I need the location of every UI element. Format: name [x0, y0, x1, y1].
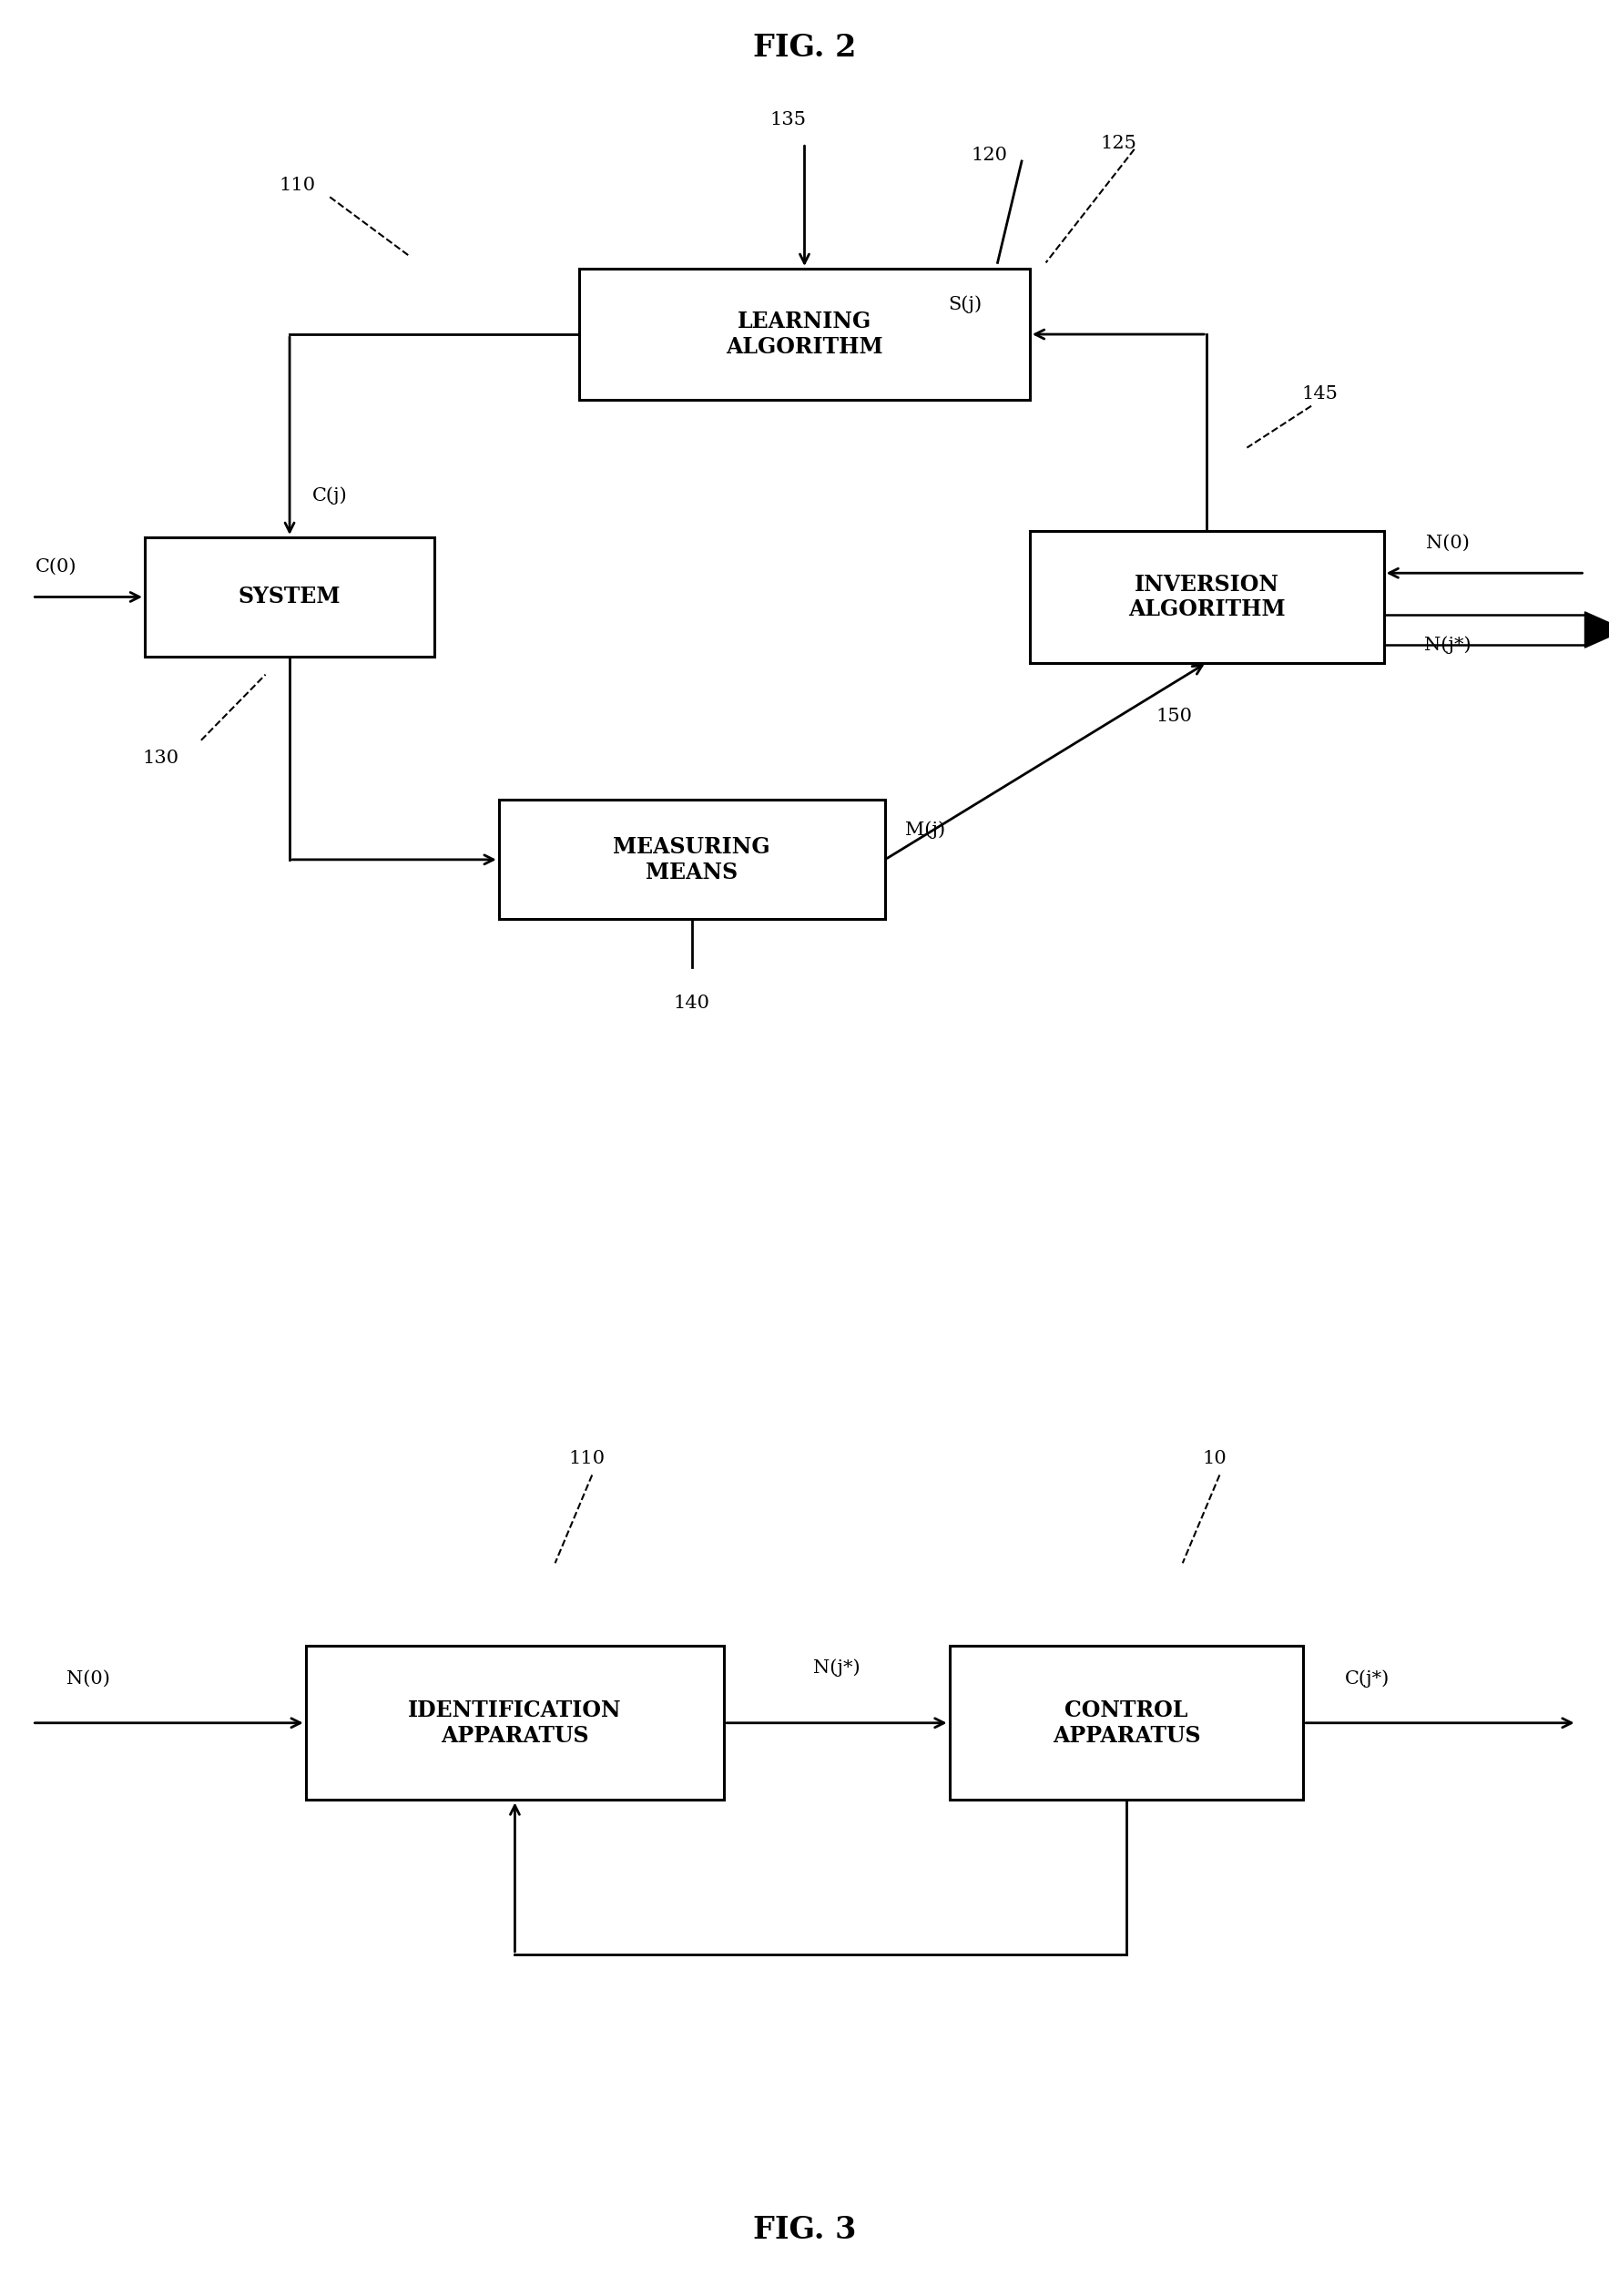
- Text: 110: 110: [570, 1449, 605, 1467]
- FancyBboxPatch shape: [579, 269, 1030, 400]
- Text: N(j*): N(j*): [813, 1658, 861, 1676]
- Text: LEARNING
ALGORITHM: LEARNING ALGORITHM: [726, 310, 883, 358]
- Text: 10: 10: [1202, 1449, 1228, 1467]
- Text: IDENTIFICATION
APPARATUS: IDENTIFICATION APPARATUS: [409, 1699, 621, 1747]
- Text: CONTROL
APPARATUS: CONTROL APPARATUS: [1052, 1699, 1200, 1747]
- Text: 120: 120: [972, 147, 1007, 163]
- Text: 150: 150: [1157, 707, 1192, 726]
- FancyBboxPatch shape: [306, 1646, 724, 1800]
- FancyBboxPatch shape: [1030, 530, 1384, 664]
- FancyBboxPatch shape: [499, 799, 885, 918]
- Text: SYSTEM: SYSTEM: [238, 585, 341, 608]
- Text: C(j*): C(j*): [1345, 1669, 1390, 1688]
- Text: C(0): C(0): [35, 558, 77, 576]
- Text: FIG. 2: FIG. 2: [753, 32, 856, 62]
- Text: INVERSION
ALGORITHM: INVERSION ALGORITHM: [1128, 574, 1286, 620]
- FancyBboxPatch shape: [145, 537, 434, 657]
- Text: N(0): N(0): [66, 1669, 111, 1688]
- Text: MEASURING
MEANS: MEASURING MEANS: [613, 836, 771, 884]
- Text: C(j): C(j): [312, 487, 348, 505]
- Polygon shape: [1585, 613, 1609, 647]
- Text: 110: 110: [280, 177, 315, 193]
- Text: N(j*): N(j*): [1424, 636, 1472, 654]
- Text: FIG. 3: FIG. 3: [753, 2216, 856, 2245]
- Text: 145: 145: [1302, 386, 1337, 402]
- Text: S(j): S(j): [948, 296, 983, 315]
- Text: 140: 140: [674, 994, 710, 1013]
- Text: N(0): N(0): [1426, 535, 1471, 551]
- Text: 130: 130: [143, 748, 179, 767]
- Text: M(j): M(j): [906, 820, 944, 838]
- FancyBboxPatch shape: [949, 1646, 1303, 1800]
- Text: 125: 125: [1101, 135, 1136, 152]
- Text: 135: 135: [771, 110, 806, 129]
